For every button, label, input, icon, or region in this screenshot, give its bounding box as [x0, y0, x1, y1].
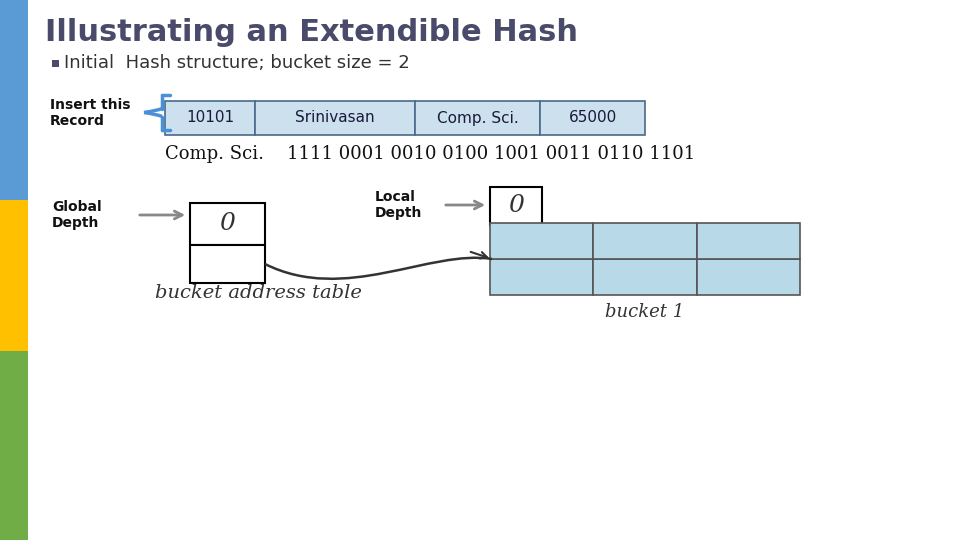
- Text: Local
Depth: Local Depth: [375, 190, 422, 220]
- Text: hash prefix: hash prefix: [210, 111, 328, 130]
- Bar: [0, 351, 28, 540]
- Bar: [0, 0, 28, 200]
- Text: 65000: 65000: [568, 111, 616, 125]
- Text: bucket address table: bucket address table: [155, 284, 362, 302]
- Bar: [415, 101, 540, 135]
- Text: Insert this
Record: Insert this Record: [50, 98, 131, 128]
- Bar: [0, 200, 28, 351]
- Text: Initial  Hash structure; bucket size = 2: Initial Hash structure; bucket size = 2: [64, 54, 410, 72]
- Text: 0: 0: [220, 213, 235, 235]
- Text: 0: 0: [508, 194, 524, 218]
- Bar: [593, 259, 697, 295]
- Bar: [593, 223, 697, 259]
- Bar: [697, 223, 800, 259]
- Bar: [190, 245, 265, 283]
- Text: Comp. Sci.: Comp. Sci.: [437, 111, 518, 125]
- Bar: [490, 259, 593, 295]
- Bar: [255, 101, 415, 135]
- Text: Global
Depth: Global Depth: [52, 200, 102, 230]
- Text: Illustrating an Extendible Hash: Illustrating an Extendible Hash: [45, 18, 578, 47]
- Text: bucket 1: bucket 1: [606, 303, 684, 321]
- Text: 10101: 10101: [186, 111, 234, 125]
- Bar: [165, 101, 255, 135]
- Bar: [697, 259, 800, 295]
- Text: Srinivasan: Srinivasan: [295, 111, 374, 125]
- Bar: [190, 203, 265, 245]
- Bar: [540, 101, 645, 135]
- Bar: [490, 187, 542, 225]
- Bar: [52, 60, 59, 67]
- Bar: [490, 223, 593, 259]
- Text: Comp. Sci.    1111 0001 0010 0100 1001 0011 0110 1101: Comp. Sci. 1111 0001 0010 0100 1001 0011…: [165, 145, 695, 163]
